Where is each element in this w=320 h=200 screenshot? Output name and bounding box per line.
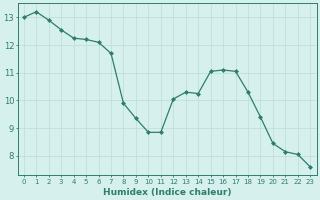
X-axis label: Humidex (Indice chaleur): Humidex (Indice chaleur)	[103, 188, 231, 197]
